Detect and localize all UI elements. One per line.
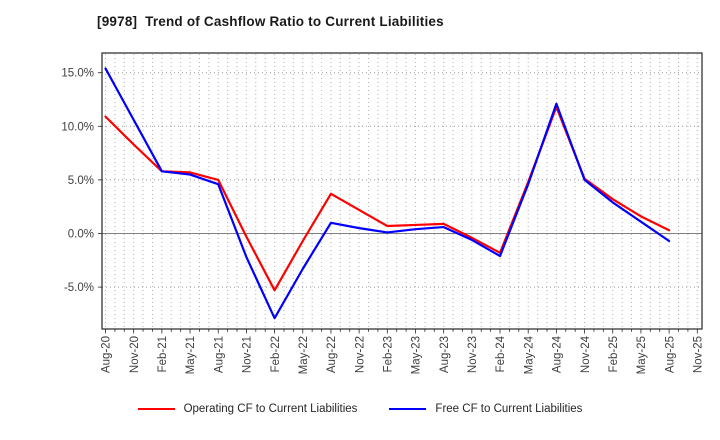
x-tick-label: Nov-23 [467, 336, 479, 373]
legend-item-operating-cf: Operating CF to Current Liabilities [137, 403, 358, 415]
x-tick-label: Aug-24 [552, 335, 564, 373]
x-tick-label: Nov-21 [242, 336, 254, 373]
x-tick-label: Feb-21 [157, 336, 169, 372]
x-tick-label: Feb-22 [270, 336, 282, 372]
legend-line-blue [389, 408, 427, 410]
x-tick-label: May-23 [411, 336, 423, 374]
y-tick-label: 10.0% [61, 121, 94, 133]
x-tick-label: Nov-20 [129, 336, 141, 373]
x-tick-label: Aug-22 [326, 336, 338, 373]
x-tick-label: Aug-20 [101, 336, 113, 373]
chart-title: [9978] Trend of Cashflow Ratio to Curren… [97, 14, 444, 29]
y-tick-label: 15.0% [61, 68, 94, 80]
x-tick-label: Aug-21 [213, 336, 225, 373]
legend-label-operating-cf: Operating CF to Current Liabilities [183, 403, 358, 415]
x-tick-label: Nov-22 [354, 336, 366, 373]
x-tick-label: Feb-23 [383, 336, 395, 372]
y-tick-label: -5.0% [64, 282, 94, 294]
x-tick-label: Feb-25 [608, 336, 620, 372]
x-tick-label: May-21 [185, 336, 197, 374]
y-tick-label: 0.0% [68, 229, 94, 241]
series-free-cf-line [104, 67, 671, 320]
y-tick-label: 5.0% [68, 175, 94, 187]
x-tick-label: May-24 [523, 335, 535, 374]
legend-label-free-cf: Free CF to Current Liabilities [435, 403, 583, 415]
x-tick-label: Nov-24 [580, 335, 592, 373]
plot-border [101, 52, 703, 330]
x-tick-label: Aug-23 [439, 336, 451, 373]
x-tick-label: Aug-25 [664, 336, 676, 373]
x-tick-label: Feb-24 [495, 335, 507, 372]
x-tick-label: May-25 [636, 336, 648, 374]
legend-item-free-cf: Free CF to Current Liabilities [389, 403, 582, 415]
x-tick-label: May-22 [298, 336, 310, 374]
x-tick-label: Nov-25 [692, 336, 704, 373]
chart-legend: Operating CF to Current Liabilities Free… [0, 403, 720, 415]
legend-line-red [137, 408, 175, 410]
